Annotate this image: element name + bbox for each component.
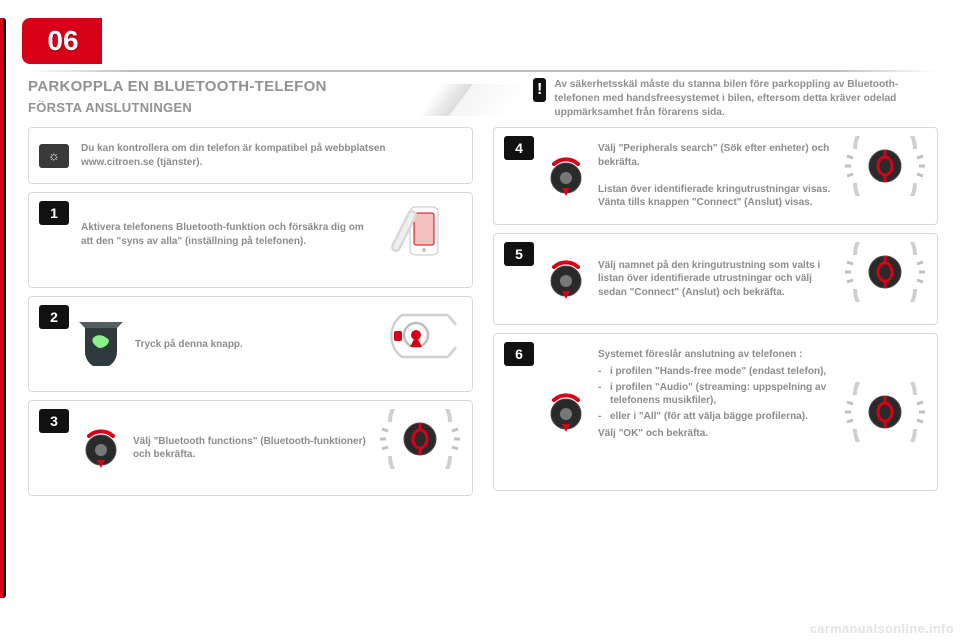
left-column: ☼ Du kan kontrollera om din telefon är k… [28, 127, 473, 496]
bulb-icon: ☼ [39, 144, 69, 168]
warning-icon: ! [533, 78, 546, 102]
tip-card: ☼ Du kan kontrollera om din telefon är k… [28, 127, 473, 184]
title-rule [28, 70, 938, 72]
section-number: 06 [28, 18, 98, 64]
step6-outro: Välj "OK" och bekräfta. [598, 428, 708, 439]
header-row: PARKOPPLA EN BLUETOOTH-TELEFON FÖRSTA AN… [28, 78, 938, 119]
dashboard-icon [378, 305, 462, 365]
manual-page: 06 ANVÄNDA TELEFONEN PARKOPPLA EN BLUETO… [0, 0, 960, 640]
spine-accent [0, 18, 6, 598]
subheading-wedge [422, 84, 526, 116]
knob-grey-icon [843, 242, 927, 302]
columns: ☼ Du kan kontrollera om din telefon är k… [28, 127, 938, 496]
knob-red-icon [79, 426, 123, 470]
knob-grey-icon [843, 136, 927, 196]
tip-text: Du kan kontrollera om din telefon är kom… [79, 136, 462, 175]
step6-intro: Systemet föreslår anslutning av telefone… [598, 349, 803, 360]
knob-grey-icon [378, 409, 462, 469]
knob-red-icon [544, 154, 588, 198]
knob-red-icon [544, 257, 588, 301]
section-title: ANVÄNDA TELEFONEN [108, 18, 410, 64]
step-1: 1 Aktivera telefonens Bluetooth-funktion… [28, 192, 473, 288]
step-text: Systemet föreslår anslutning av telefone… [598, 342, 833, 447]
subheading-line1: PARKOPPLA EN BLUETOOTH-TELEFON [28, 78, 433, 96]
step-text: Aktivera telefonens Bluetooth-funktion o… [79, 201, 368, 254]
phone-icon [378, 201, 462, 261]
knob-grey-icon [843, 382, 927, 442]
subheading-block: PARKOPPLA EN BLUETOOTH-TELEFON FÖRSTA AN… [28, 78, 513, 119]
step-badge: 1 [39, 201, 69, 225]
step-badge: 4 [504, 136, 534, 160]
step-badge: 3 [39, 409, 69, 433]
step6-bullet: i profilen "Hands-free mode" (endast tel… [598, 365, 831, 379]
step-badge: 2 [39, 305, 69, 329]
step-text: Välj namnet på den kringutrustning som v… [598, 253, 833, 306]
step-badge: 5 [504, 242, 534, 266]
step6-bullet: i profilen "Audio" (streaming: uppspelni… [598, 381, 831, 408]
step-text: Tryck på denna knapp. [133, 332, 368, 358]
step-4: 4 Välj "Peripherals search" (Sök efter e… [493, 127, 938, 225]
warning-block: ! Av säkerhetsskäl måste du stanna bilen… [533, 78, 938, 119]
step-text-line1: Välj "Peripherals search" (Sök efter enh… [598, 143, 829, 168]
step-badge: 6 [504, 342, 534, 366]
subheading-line2: FÖRSTA ANSLUTNINGEN [28, 100, 433, 115]
knob-red-icon [544, 390, 588, 434]
step-text: Välj "Peripherals search" (Sök efter enh… [598, 136, 833, 216]
step-3: 3 Välj "Bluetooth functions" (Bluetooth-… [28, 400, 473, 496]
step-2: 2 Tryck på denna knapp. [28, 296, 473, 392]
step-text: Välj "Bluetooth functions" (Bluetooth-fu… [133, 429, 368, 468]
watermark: carmanualsonline.info [810, 621, 954, 636]
step6-bullet: eller i "All" (för att välja bägge profi… [598, 410, 831, 424]
right-column: 4 Välj "Peripherals search" (Sök efter e… [493, 127, 938, 496]
step-text-line2: Listan över identifierade kringutrustnin… [598, 184, 830, 209]
title-bar: 06 ANVÄNDA TELEFONEN [28, 18, 938, 64]
warning-text: Av säkerhetsskäl måste du stanna bilen f… [554, 78, 938, 119]
phone-button-icon [79, 322, 123, 366]
step-5: 5 Välj namnet på den kringutrustning som… [493, 233, 938, 325]
step-6: 6 Systemet föreslår anslutning av telefo… [493, 333, 938, 491]
step6-bullets: i profilen "Hands-free mode" (endast tel… [598, 365, 831, 423]
